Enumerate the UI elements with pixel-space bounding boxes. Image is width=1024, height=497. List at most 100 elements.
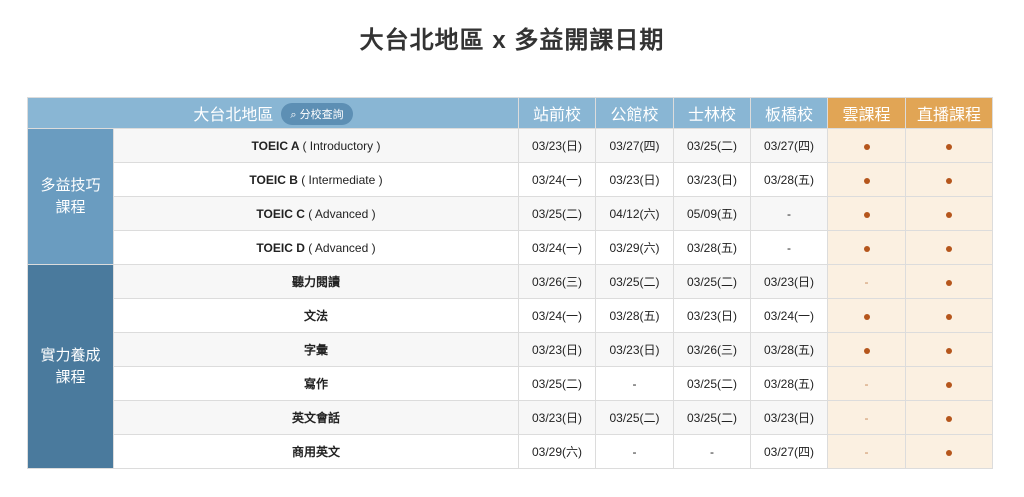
available-dot-icon — [863, 211, 870, 218]
date-cell: - — [673, 434, 752, 469]
course-name: 文法 — [112, 298, 520, 333]
available-dot-icon — [946, 347, 953, 354]
available-dot-icon — [946, 279, 953, 286]
cloud-cell: - — [827, 366, 907, 401]
unavailable-dash: - — [864, 444, 869, 459]
date-cell: - — [750, 196, 829, 231]
col-header-live: 直播課程 — [905, 97, 994, 129]
branch-query-label: 分校查詢 — [299, 109, 344, 121]
date-cell: 03/27(四) — [750, 434, 829, 469]
cloud-cell — [827, 298, 907, 333]
group-label: 實力養成 課程 — [27, 264, 114, 469]
col-header-gongguan: 公館校 — [595, 97, 675, 129]
date-cell: 03/23(日) — [595, 162, 675, 197]
group-label: 多益技巧 課程 — [27, 128, 114, 265]
date-cell: 03/27(四) — [750, 128, 829, 163]
course-title: 商用英文 — [292, 445, 341, 459]
group-label-line1: 實力養成 — [40, 346, 101, 364]
course-title: 英文會話 — [292, 411, 341, 425]
date-cell: 03/26(三) — [673, 332, 752, 367]
live-cell — [905, 332, 994, 367]
search-icon: ⌕ — [290, 109, 300, 121]
cloud-cell — [827, 128, 907, 163]
live-cell — [905, 230, 994, 265]
available-dot-icon — [946, 177, 953, 184]
unavailable-dash: - — [864, 274, 869, 289]
date-cell: 03/25(二) — [518, 366, 597, 401]
course-name: TOEIC B ( Intermediate ) — [112, 162, 520, 197]
available-dot-icon — [863, 347, 870, 354]
cloud-cell — [827, 162, 907, 197]
available-dot-icon — [946, 381, 953, 388]
table-row: 商用英文 03/29(六) - -03/27(四) - — [28, 434, 994, 469]
date-cell: 03/25(二) — [595, 400, 675, 435]
live-cell — [905, 400, 994, 435]
course-name: 寫作 — [112, 366, 520, 401]
available-dot-icon — [863, 177, 870, 184]
group-label-line2: 課程 — [55, 198, 86, 216]
page-title: 大台北地區 x 多益開課日期 — [359, 27, 665, 54]
live-cell — [905, 434, 994, 469]
live-cell — [905, 162, 994, 197]
date-cell: 03/23(日) — [673, 298, 752, 333]
date-cell: 03/25(二) — [673, 128, 752, 163]
available-dot-icon — [863, 313, 870, 320]
available-dot-icon — [946, 415, 953, 422]
course-name: 聽力閱讀 — [112, 264, 520, 299]
date-cell: 03/28(五) — [750, 332, 829, 367]
date-cell: 03/28(五) — [673, 230, 752, 265]
course-name: TOEIC A ( Introductory ) — [112, 128, 520, 163]
date-cell: 03/29(六) — [595, 230, 675, 265]
available-dot-icon — [946, 449, 953, 456]
date-cell: 03/24(一) — [750, 298, 829, 333]
col-header-cloud: 雲課程 — [827, 97, 907, 129]
table-row: 文法 03/24(一) 03/28(五) 03/23(日) 03/24(一) — [28, 298, 994, 333]
course-name: 商用英文 — [112, 434, 520, 469]
cloud-cell: - — [827, 264, 907, 299]
date-cell: 03/25(二) — [673, 366, 752, 401]
date-cell: 03/23(日) — [518, 128, 597, 163]
course-name: TOEIC D ( Advanced ) — [112, 230, 520, 265]
branch-query-button[interactable]: ⌕ 分校查詢 — [281, 103, 353, 125]
course-title: 字彙 — [304, 343, 329, 357]
date-cell: 03/26(三) — [518, 264, 597, 299]
course-level: ( Advanced ) — [308, 240, 376, 255]
course-title: 聽力閱讀 — [292, 275, 341, 289]
date-cell: 03/23(日) — [518, 332, 597, 367]
date-cell: - — [595, 366, 675, 401]
course-level: ( Introductory ) — [302, 138, 381, 153]
table-row: TOEIC D ( Advanced ) 03/24(一) 03/29(六) 03/2… — [28, 230, 994, 265]
date-cell: 03/23(日) — [518, 400, 597, 435]
region-header: 大台北地區 ⌕ 分校查詢 — [26, 97, 520, 129]
schedule-table: 大台北地區 ⌕ 分校查詢 站前校 公館校 士林校 板橋校 雲課程 直播課程 多益技… — [26, 97, 994, 469]
course-name: 字彙 — [112, 332, 520, 367]
available-dot-icon — [946, 245, 953, 252]
col-header-zhanqian: 站前校 — [518, 97, 597, 129]
date-cell: 03/23(日) — [595, 332, 675, 367]
live-cell — [905, 196, 994, 231]
date-cell: 03/25(二) — [673, 400, 752, 435]
course-title: TOEIC B — [249, 172, 298, 187]
unavailable-dash: - — [864, 410, 869, 425]
cloud-cell: - — [827, 434, 907, 469]
course-level: ( Intermediate ) — [301, 172, 383, 187]
live-cell — [905, 366, 994, 401]
date-cell: 03/24(一) — [518, 230, 597, 265]
date-cell: 03/23(日) — [750, 264, 829, 299]
date-cell: 03/28(五) — [750, 162, 829, 197]
group-label-line1: 多益技巧 — [40, 176, 101, 194]
date-cell: 03/28(五) — [750, 366, 829, 401]
table-row: 多益技巧 課程 TOEIC A ( Introductory ) 03/23(日) 03… — [27, 128, 994, 265]
date-cell: 03/27(四) — [595, 128, 675, 163]
header-row: 大台北地區 ⌕ 分校查詢 站前校 公館校 士林校 板橋校 雲課程 直播課程 — [26, 97, 994, 129]
cloud-cell — [827, 230, 907, 265]
date-cell: 03/28(五) — [595, 298, 675, 333]
table-row: TOEIC C ( Advanced ) 03/25(二) 04/12(六) 05/0… — [28, 196, 994, 231]
table-row: 字彙 03/23(日) 03/23(日) 03/26(三) 03/28(五) — [28, 332, 994, 367]
available-dot-icon — [946, 143, 953, 150]
cloud-cell — [827, 332, 907, 367]
available-dot-icon — [863, 245, 870, 252]
table-row: 寫作 03/25(二) -03/25(二) 03/28(五) - — [28, 366, 994, 401]
date-cell: 04/12(六) — [595, 196, 675, 231]
unavailable-dash: - — [864, 376, 869, 391]
